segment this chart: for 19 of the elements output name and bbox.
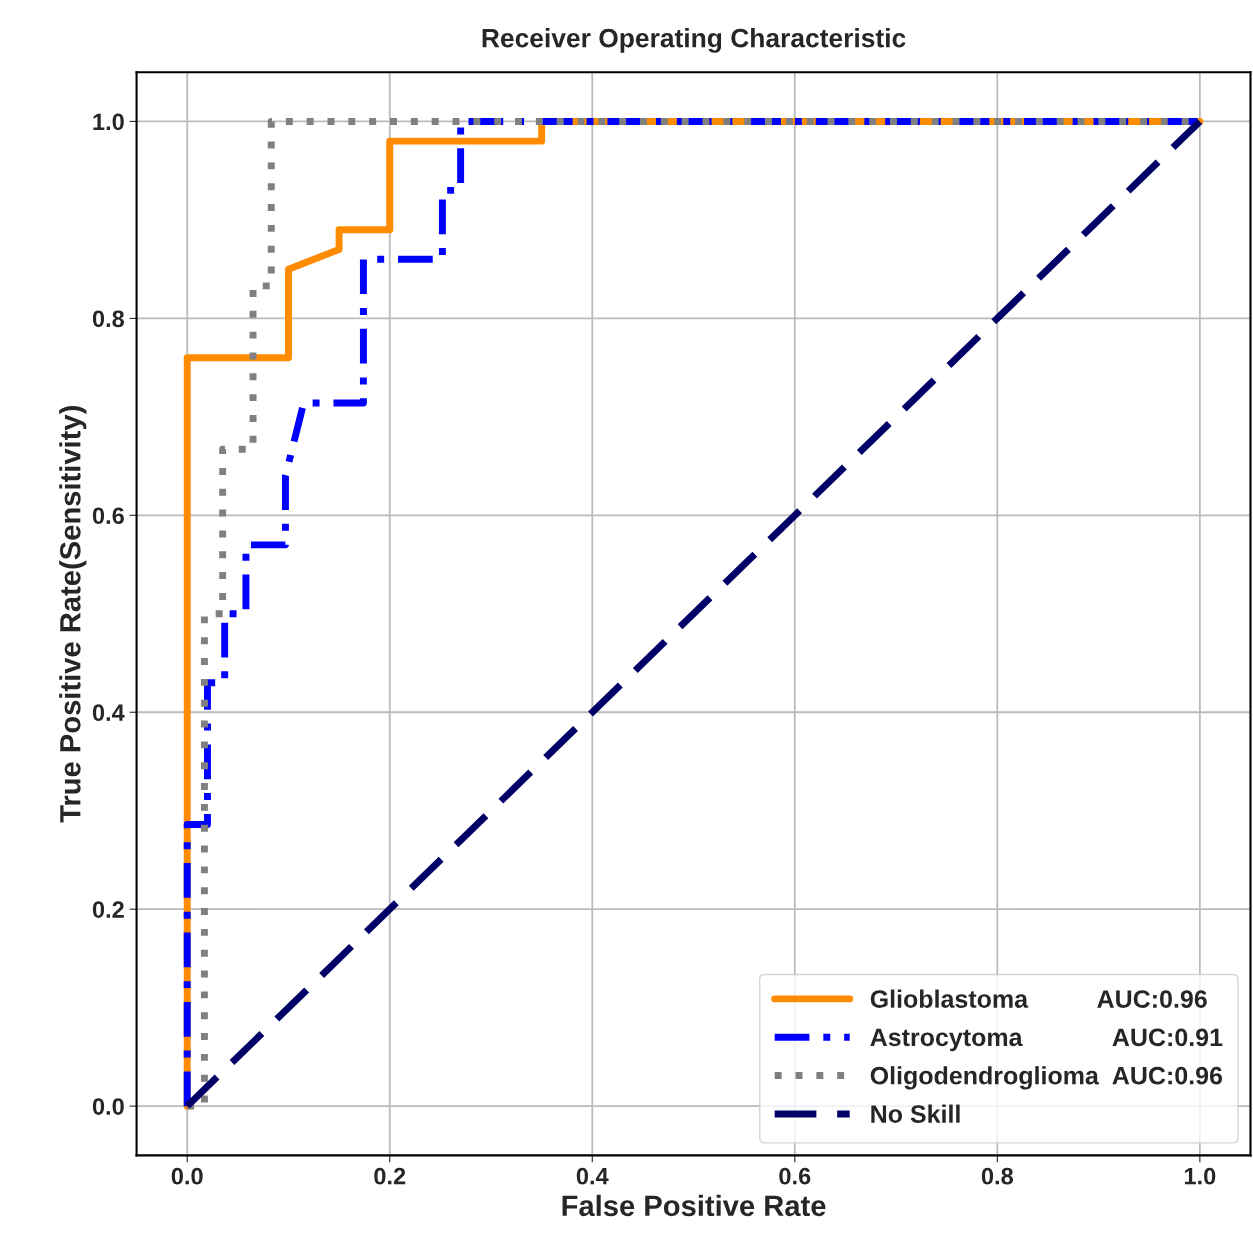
legend-label: Astrocytoma AUC:0.91 (870, 1028, 1223, 1052)
y-tick-label: 0.8 (92, 310, 125, 328)
y-tick-label: 0.6 (92, 507, 124, 525)
legend-label: Glioblastoma AUC:0.96 (870, 989, 1207, 1008)
x-tick-label: 0.2 (374, 1167, 406, 1185)
x-tick-label: 0.4 (576, 1167, 609, 1185)
y-tick-label: 1.0 (93, 113, 124, 131)
x-axis-title: False Positive Rate (562, 1194, 826, 1217)
y-tick-label: 0.0 (92, 1098, 124, 1115)
y-tick-label: 0.2 (92, 901, 124, 918)
y-axis-title: True Positive Rate(Sensitivity) (59, 406, 87, 823)
chart-title: Receiver Operating Characteristic (482, 28, 906, 53)
y-tick-label: 0.4 (92, 704, 125, 722)
x-tick-label: 0.6 (779, 1167, 811, 1185)
x-tick-label: 0.8 (981, 1167, 1014, 1185)
legend-label: No Skill (871, 1104, 960, 1123)
x-tick-label: 1.0 (1184, 1167, 1216, 1185)
legend-label: Oligodendroglioma AUC:0.96 (870, 1066, 1223, 1090)
x-tick-label: 0.0 (171, 1167, 203, 1185)
